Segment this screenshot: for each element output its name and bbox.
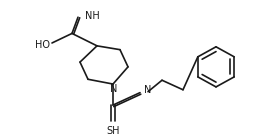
Text: SH: SH [106,126,120,136]
Text: N: N [110,84,118,94]
Text: NH: NH [85,11,100,21]
Text: HO: HO [35,40,50,50]
Text: N: N [144,85,151,95]
